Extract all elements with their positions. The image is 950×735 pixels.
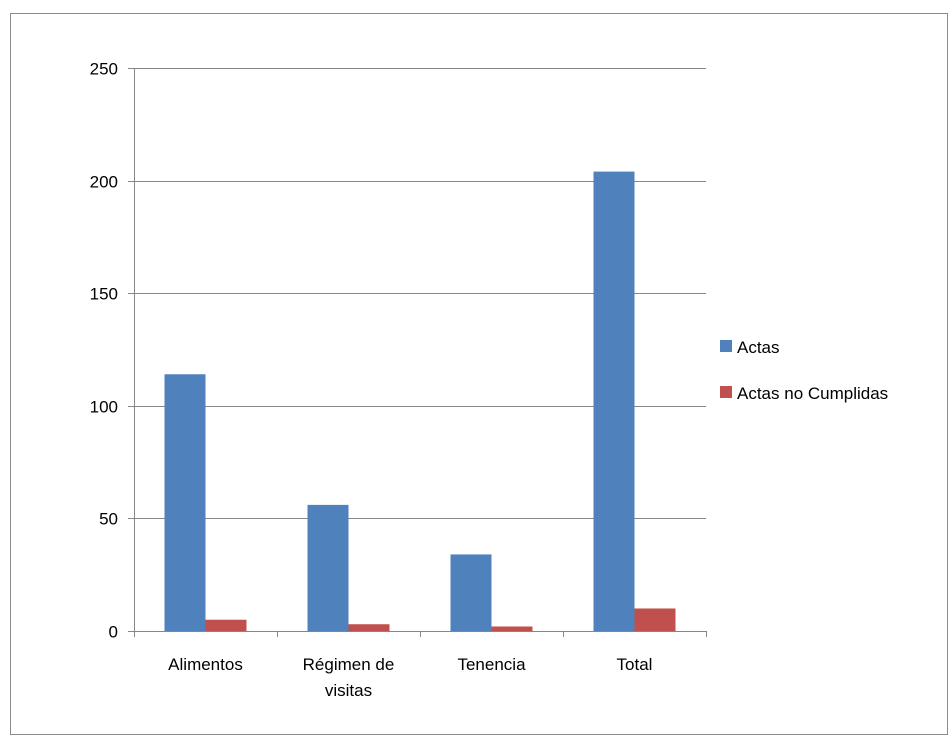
tick-labels: 0 50 100 150 200 250 Alimentos Régimen de visita… [90, 60, 653, 701]
legend-swatch-1 [720, 386, 732, 398]
x-tick-label-line: Tenencia [457, 655, 526, 674]
bar-actas-2 [450, 554, 492, 631]
y-tick-label-50: 50 [99, 510, 118, 529]
y-tick-label-0: 0 [109, 623, 118, 642]
x-tick-label-3: Total [617, 655, 653, 674]
bar-actas-no-cumplidas-3 [634, 608, 676, 631]
legend: Actas Actas no Cumplidas [720, 338, 888, 403]
x-tick-label-line: Total [617, 655, 653, 674]
axes [128, 68, 707, 637]
bar-actas-no-cumplidas-1 [348, 624, 390, 631]
legend-swatch-0 [720, 340, 732, 352]
legend-label-0: Actas [737, 338, 780, 357]
page-top-band [0, 0, 950, 14]
bar-actas-3 [593, 171, 635, 632]
x-tick-label-2: Tenencia [457, 655, 526, 674]
x-tick-label-line: Alimentos [168, 655, 243, 674]
x-tick-label-line: Régimen de [303, 655, 395, 674]
y-tick-label-250: 250 [90, 60, 118, 79]
y-tick-label-100: 100 [90, 398, 118, 417]
x-tick-label-0: Alimentos [168, 655, 243, 674]
bar-actas-1 [307, 504, 349, 631]
bars [164, 171, 676, 632]
bar-actas-no-cumplidas-2 [491, 626, 533, 631]
x-tick-label-1: Régimen de visitas [303, 655, 395, 700]
bar-actas-0 [164, 374, 206, 631]
bar-actas-no-cumplidas-0 [205, 619, 247, 631]
y-tick-label-200: 200 [90, 173, 118, 192]
y-tick-label-150: 150 [90, 285, 118, 304]
legend-label-1: Actas no Cumplidas [737, 384, 888, 403]
x-tick-label-line: visitas [325, 681, 372, 700]
